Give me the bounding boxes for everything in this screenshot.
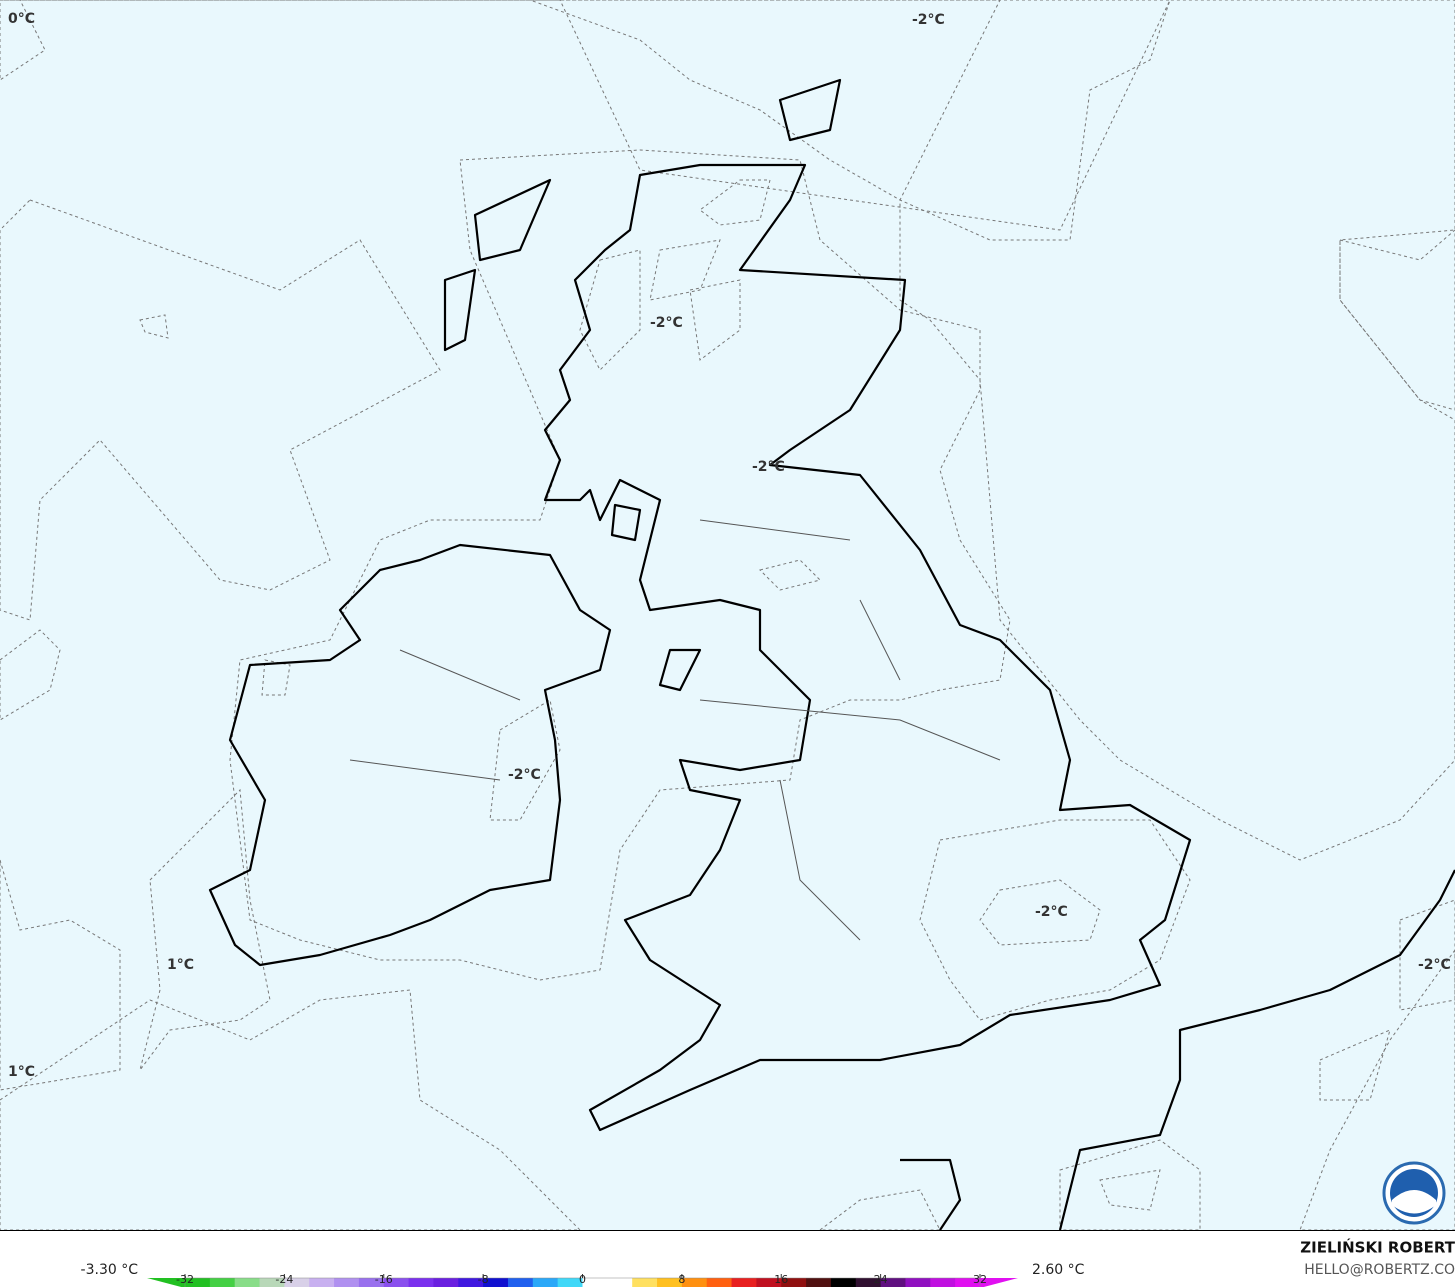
colorbar-tick-label: -16: [375, 1273, 393, 1286]
colorbar-cell: [830, 1278, 857, 1287]
contour-label: -2°C: [752, 459, 785, 475]
colorbar-cell: [334, 1278, 360, 1287]
colorbar-cell: [657, 1278, 683, 1287]
cold-area: [919, 819, 1191, 1021]
colorbar-cell: [880, 1278, 906, 1287]
credit-email: HELLO@ROBERTZ.CO: [1304, 1262, 1455, 1278]
colorbar-cell: [731, 1278, 757, 1287]
coastline-great-britain: [543, 163, 1192, 1132]
colorbar-cell: [259, 1278, 285, 1287]
colorbar-cell: [582, 1278, 608, 1287]
colorbar-cell: [632, 1278, 658, 1287]
borders: [349, 519, 1001, 941]
colorbar-cell: [607, 1278, 633, 1287]
colorbar-cell: [557, 1278, 583, 1287]
cold-area: [1299, 949, 1455, 1231]
contour-label: -2°C: [1035, 904, 1068, 920]
min-label: -3.30 °C: [81, 1262, 139, 1278]
mild-area: [0, 0, 1455, 1231]
max-label: 2.60 °C: [1032, 1262, 1085, 1278]
contour-label: -2°C: [508, 767, 541, 783]
colorbar-cell: [433, 1278, 459, 1287]
contour-label: 0°C: [8, 11, 35, 27]
colorbar-end: [147, 1278, 185, 1287]
warm-area: [0, 989, 582, 1231]
contour-label: 1°C: [8, 1064, 35, 1080]
colorbar-cell: [408, 1278, 434, 1287]
contour-label: 1°C: [167, 957, 194, 973]
colorbar-cell: [706, 1278, 733, 1287]
colorbar-tick-label: 8: [678, 1273, 685, 1286]
colorbar-tick-label: -32: [176, 1273, 194, 1286]
colorbar-cell: [358, 1278, 385, 1287]
coastline-ireland: [208, 543, 612, 967]
map: 0°C -2°C -2°C -2°C -2°C -2°C 1°C 1°C -2°…: [0, 0, 1455, 1231]
colorbar-cell: [458, 1278, 484, 1287]
colorbar-cell: [955, 1278, 981, 1287]
colorbar-cell: [756, 1278, 782, 1287]
colorbar-cell: [185, 1278, 211, 1287]
contour-label: -2°C: [1418, 957, 1451, 973]
coastline-islands: [443, 78, 842, 692]
cold-area: [229, 149, 1011, 981]
colorbar-cell: [905, 1278, 931, 1287]
noaa-logo: [1382, 1161, 1446, 1225]
colorbar-cell: [234, 1278, 261, 1287]
colorbar-cell: [284, 1278, 310, 1287]
colorbar-cell: [209, 1278, 236, 1287]
colorbar-tick-label: 16: [774, 1273, 788, 1286]
footer: [0, 1230, 1455, 1287]
colorbar-tick-label: -24: [275, 1273, 293, 1286]
credit-name: ZIELIŃSKI ROBERT: [1300, 1238, 1455, 1257]
colorbar-cell: [507, 1278, 534, 1287]
colorbar-tick-label: 0: [579, 1273, 586, 1286]
colder-area: [261, 179, 1101, 946]
cold-area: [529, 0, 1171, 241]
colorbar-cell: [383, 1278, 410, 1287]
warm-area: [0, 199, 441, 621]
colorbar-cell: [532, 1278, 559, 1287]
colorbar-tick-label: -8: [478, 1273, 489, 1286]
colorbar-cell: [483, 1278, 509, 1287]
colorbar: -32 -24 -16 -8 0 8 16 24 32: [147, 1273, 1018, 1287]
coastline-continent: [900, 869, 1455, 1231]
colorbar-tick-label: 32: [973, 1273, 987, 1286]
sea: [0, 0, 1455, 1230]
colorbar-cell: [309, 1278, 335, 1287]
colorbar-cell: [781, 1278, 807, 1287]
contour-label: -2°C: [650, 315, 683, 331]
colorbar-cell: [806, 1278, 832, 1287]
colorbar-end: [980, 1278, 1018, 1287]
contour-label: -2°C: [912, 12, 945, 28]
colorbar-cell: [681, 1278, 708, 1287]
isoline: [0, 0, 1455, 861]
colorbar-cell: [930, 1278, 956, 1287]
colorbar-cell: [855, 1278, 882, 1287]
colorbar-tick-label: 24: [874, 1273, 888, 1286]
